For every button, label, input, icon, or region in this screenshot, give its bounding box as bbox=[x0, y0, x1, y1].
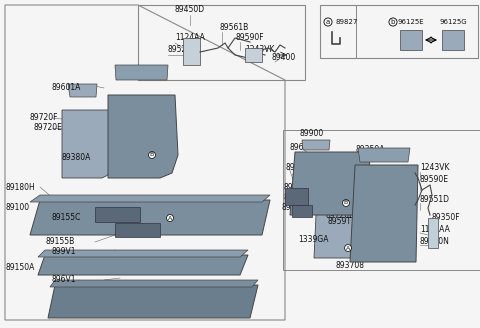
Text: 89601E: 89601E bbox=[289, 144, 318, 153]
Text: 89601A: 89601A bbox=[52, 84, 82, 92]
Text: B: B bbox=[150, 153, 154, 157]
Text: 89590F: 89590F bbox=[235, 32, 264, 42]
Polygon shape bbox=[30, 200, 270, 235]
Polygon shape bbox=[68, 84, 97, 97]
Text: 89561B: 89561B bbox=[220, 23, 249, 31]
Bar bbox=[245, 48, 262, 62]
Text: 896V1: 896V1 bbox=[52, 276, 76, 284]
Bar bbox=[285, 188, 308, 205]
Text: A: A bbox=[346, 245, 350, 251]
Text: 1124AA: 1124AA bbox=[420, 226, 450, 235]
Polygon shape bbox=[48, 285, 258, 318]
Text: 89372T: 89372T bbox=[286, 163, 315, 173]
Text: 96125G: 96125G bbox=[439, 19, 467, 25]
Text: 1243VK: 1243VK bbox=[420, 163, 449, 173]
Bar bbox=[115, 223, 160, 237]
Text: 89400: 89400 bbox=[272, 52, 296, 62]
Text: 89590E: 89590E bbox=[420, 175, 449, 184]
Text: 1243VK: 1243VK bbox=[330, 177, 360, 187]
Text: 89180H: 89180H bbox=[5, 182, 35, 192]
Polygon shape bbox=[108, 95, 178, 178]
Text: 1243VK: 1243VK bbox=[245, 46, 275, 54]
Bar bbox=[442, 30, 464, 50]
Text: 89350F: 89350F bbox=[432, 214, 461, 222]
Bar bbox=[183, 38, 200, 65]
Text: b: b bbox=[391, 19, 395, 25]
Text: 89155B: 89155B bbox=[45, 237, 74, 247]
Polygon shape bbox=[350, 165, 418, 262]
Text: 89811: 89811 bbox=[284, 183, 308, 193]
Bar bbox=[292, 205, 312, 217]
Polygon shape bbox=[115, 65, 168, 80]
Bar bbox=[95, 207, 140, 222]
Polygon shape bbox=[320, 157, 364, 170]
Text: 89155C: 89155C bbox=[52, 214, 82, 222]
Polygon shape bbox=[62, 110, 112, 178]
Text: 89860A: 89860A bbox=[283, 194, 312, 202]
Text: 89551D: 89551D bbox=[420, 195, 450, 204]
Polygon shape bbox=[302, 140, 330, 150]
Text: A: A bbox=[168, 215, 172, 220]
Text: 89720E: 89720E bbox=[326, 211, 355, 219]
Text: 89100: 89100 bbox=[5, 202, 29, 212]
Text: 899V1: 899V1 bbox=[52, 248, 76, 256]
Polygon shape bbox=[314, 172, 368, 258]
Bar bbox=[400, 30, 422, 50]
Bar bbox=[320, 5, 478, 58]
Text: 89720F: 89720F bbox=[323, 200, 351, 210]
Polygon shape bbox=[38, 250, 248, 257]
Text: 89900: 89900 bbox=[300, 129, 324, 137]
Text: 893708: 893708 bbox=[335, 260, 364, 270]
Text: 89510N: 89510N bbox=[420, 237, 450, 247]
Text: 89720F: 89720F bbox=[30, 113, 59, 122]
Text: 89827: 89827 bbox=[335, 19, 358, 25]
Text: 1339GA: 1339GA bbox=[298, 236, 328, 244]
Polygon shape bbox=[290, 152, 370, 215]
Bar bbox=[428, 218, 438, 248]
Text: 89350A: 89350A bbox=[355, 146, 384, 154]
Polygon shape bbox=[358, 148, 410, 162]
Text: 89150A: 89150A bbox=[5, 263, 35, 273]
Text: 89380A: 89380A bbox=[62, 153, 91, 161]
Bar bbox=[283, 130, 480, 270]
Text: a: a bbox=[326, 19, 330, 25]
Polygon shape bbox=[38, 255, 248, 275]
Text: 8959T: 8959T bbox=[328, 217, 352, 227]
Text: B: B bbox=[344, 200, 348, 206]
Polygon shape bbox=[30, 195, 270, 202]
Text: 89450D: 89450D bbox=[175, 6, 205, 14]
Text: 89520N: 89520N bbox=[168, 46, 198, 54]
Text: 89720E: 89720E bbox=[34, 124, 63, 133]
Text: 89601A: 89601A bbox=[340, 177, 370, 187]
Text: 1124AA: 1124AA bbox=[175, 33, 205, 43]
Text: 89925A: 89925A bbox=[281, 203, 311, 213]
Polygon shape bbox=[50, 280, 258, 287]
Text: 89370T: 89370T bbox=[291, 174, 320, 182]
Text: 96125E: 96125E bbox=[398, 19, 424, 25]
